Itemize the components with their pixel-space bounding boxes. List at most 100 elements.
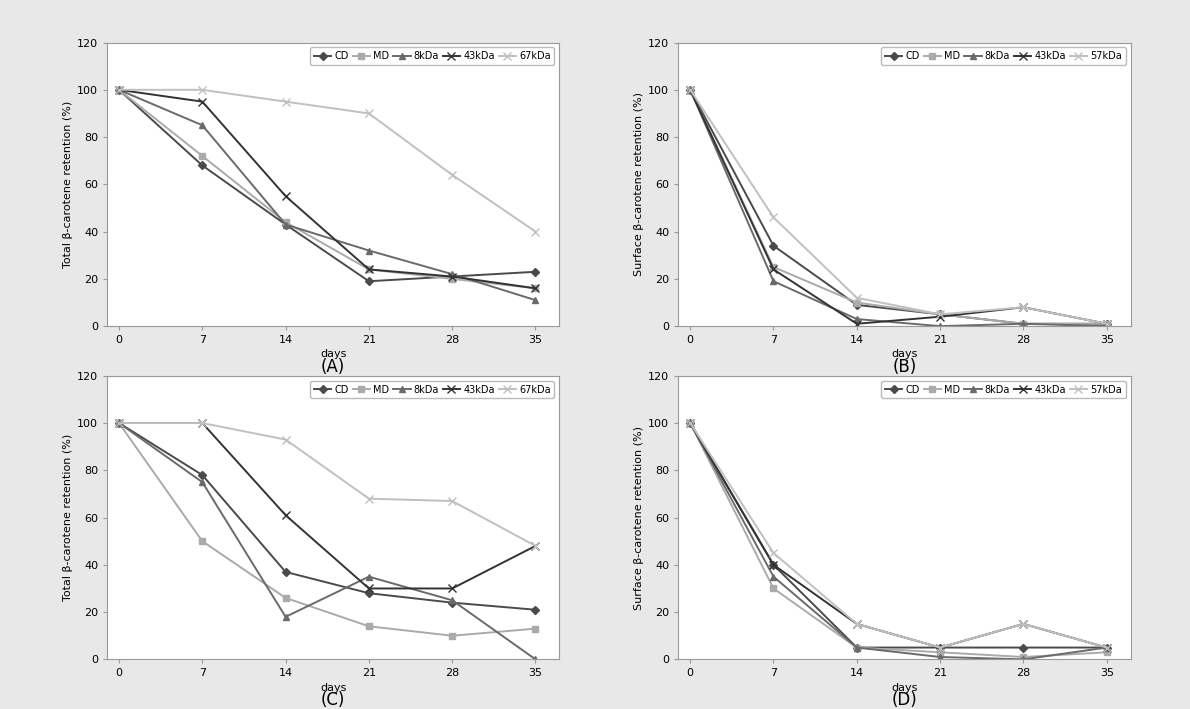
8kDa	[112, 86, 126, 94]
X-axis label: days: days	[320, 350, 346, 359]
CD	[362, 589, 376, 598]
43kDa	[112, 419, 126, 428]
8kDa	[850, 643, 864, 652]
43kDa	[1016, 620, 1031, 628]
MD	[528, 284, 543, 293]
MD	[933, 648, 947, 657]
8kDa	[1100, 322, 1114, 330]
Y-axis label: Surface β-carotene retention (%): Surface β-carotene retention (%)	[634, 425, 644, 610]
8kDa	[766, 277, 781, 286]
Line: CD: CD	[117, 420, 538, 613]
67kDa	[112, 419, 126, 428]
57kDa	[766, 549, 781, 557]
MD	[362, 265, 376, 274]
MD	[850, 298, 864, 307]
MD	[1100, 648, 1114, 657]
43kDa	[683, 86, 697, 94]
Text: (D): (D)	[891, 691, 917, 709]
Line: CD: CD	[117, 87, 538, 284]
8kDa	[1100, 643, 1114, 652]
57kDa	[933, 310, 947, 318]
CD	[1016, 320, 1031, 328]
Line: 67kDa: 67kDa	[114, 86, 540, 236]
MD	[445, 274, 459, 283]
8kDa	[278, 220, 293, 229]
Line: 67kDa: 67kDa	[114, 419, 540, 550]
Legend: CD, MD, 8kDa, 43kDa, 57kDa: CD, MD, 8kDa, 43kDa, 57kDa	[881, 381, 1126, 398]
57kDa	[1016, 303, 1031, 311]
Legend: CD, MD, 8kDa, 43kDa, 67kDa: CD, MD, 8kDa, 43kDa, 67kDa	[311, 48, 555, 65]
67kDa	[362, 494, 376, 503]
Line: 8kDa: 8kDa	[117, 87, 538, 303]
43kDa	[766, 265, 781, 274]
43kDa	[528, 542, 543, 550]
MD	[362, 622, 376, 630]
Legend: CD, MD, 8kDa, 43kDa, 57kDa: CD, MD, 8kDa, 43kDa, 57kDa	[881, 48, 1126, 65]
MD	[850, 643, 864, 652]
MD	[1100, 320, 1114, 328]
MD	[1016, 653, 1031, 661]
CD	[278, 220, 293, 229]
57kDa	[933, 643, 947, 652]
8kDa	[766, 572, 781, 581]
43kDa	[1016, 303, 1031, 311]
CD	[195, 161, 209, 169]
MD	[766, 584, 781, 593]
MD	[195, 152, 209, 160]
8kDa	[933, 322, 947, 330]
MD	[933, 310, 947, 318]
CD	[766, 242, 781, 250]
Line: CD: CD	[688, 420, 1109, 650]
8kDa	[528, 655, 543, 664]
8kDa	[683, 86, 697, 94]
Line: MD: MD	[688, 87, 1109, 327]
Line: 8kDa: 8kDa	[688, 420, 1109, 662]
MD	[278, 593, 293, 602]
MD	[683, 419, 697, 428]
43kDa	[195, 419, 209, 428]
Line: 43kDa: 43kDa	[685, 86, 1111, 328]
8kDa	[195, 478, 209, 486]
MD	[112, 419, 126, 428]
Legend: CD, MD, 8kDa, 43kDa, 67kDa: CD, MD, 8kDa, 43kDa, 67kDa	[311, 381, 555, 398]
MD	[683, 86, 697, 94]
57kDa	[850, 294, 864, 302]
43kDa	[445, 584, 459, 593]
Y-axis label: Surface β-carotene retention (%): Surface β-carotene retention (%)	[634, 92, 644, 277]
57kDa	[1100, 643, 1114, 652]
57kDa	[683, 86, 697, 94]
43kDa	[850, 320, 864, 328]
CD	[362, 277, 376, 286]
MD	[1016, 320, 1031, 328]
MD	[528, 625, 543, 633]
8kDa	[362, 246, 376, 255]
67kDa	[278, 435, 293, 444]
CD	[445, 598, 459, 607]
67kDa	[195, 86, 209, 94]
Line: 43kDa: 43kDa	[685, 419, 1111, 652]
57kDa	[766, 213, 781, 222]
8kDa	[445, 596, 459, 605]
MD	[278, 218, 293, 226]
MD	[195, 537, 209, 545]
CD	[683, 419, 697, 428]
67kDa	[278, 97, 293, 106]
57kDa	[850, 620, 864, 628]
CD	[1016, 643, 1031, 652]
43kDa	[528, 284, 543, 293]
CD	[112, 419, 126, 428]
Y-axis label: Total β-carotene retention (%): Total β-carotene retention (%)	[63, 434, 73, 601]
Line: MD: MD	[688, 420, 1109, 660]
43kDa	[445, 272, 459, 281]
67kDa	[528, 542, 543, 550]
67kDa	[445, 497, 459, 506]
CD	[112, 86, 126, 94]
57kDa	[1100, 320, 1114, 328]
67kDa	[362, 109, 376, 118]
X-axis label: days: days	[320, 683, 346, 693]
Line: MD: MD	[117, 420, 538, 639]
43kDa	[362, 584, 376, 593]
8kDa	[850, 315, 864, 323]
8kDa	[445, 270, 459, 279]
X-axis label: days: days	[891, 350, 917, 359]
